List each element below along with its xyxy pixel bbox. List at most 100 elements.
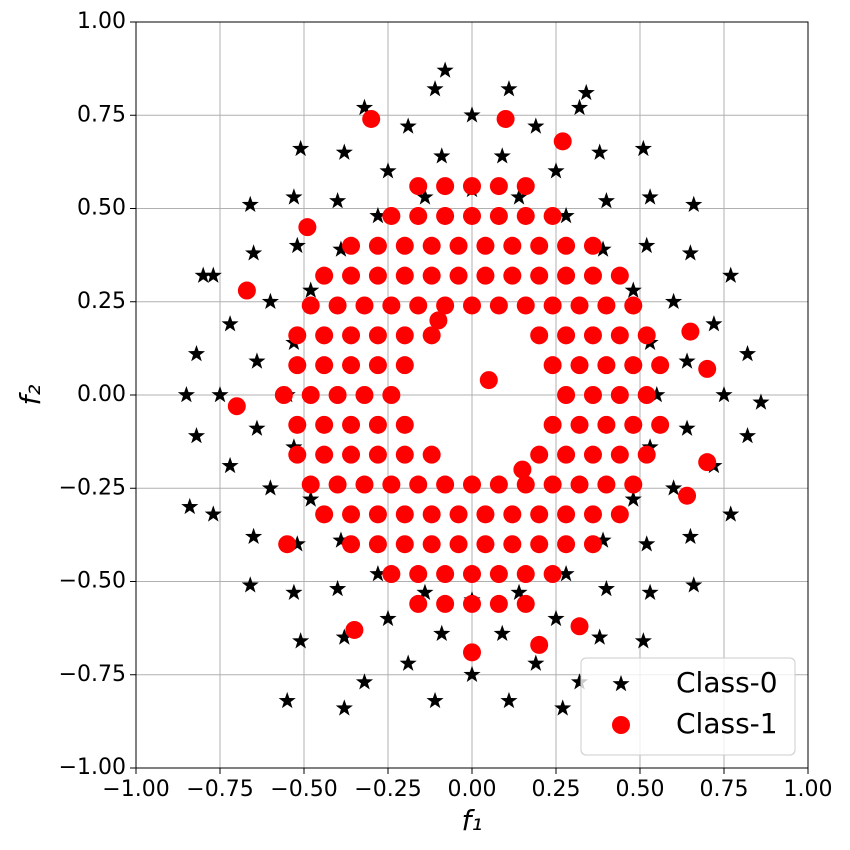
point xyxy=(463,177,481,196)
point xyxy=(181,497,199,515)
point xyxy=(382,386,401,404)
point xyxy=(681,527,699,545)
point xyxy=(382,206,401,225)
point xyxy=(315,326,334,345)
point xyxy=(527,117,545,134)
y-tick-label: −0.75 xyxy=(59,662,126,687)
point xyxy=(463,594,481,613)
point xyxy=(395,356,414,375)
point xyxy=(722,266,740,283)
point xyxy=(368,356,387,375)
point xyxy=(476,535,495,554)
point xyxy=(342,415,361,434)
point xyxy=(382,565,401,584)
point xyxy=(510,188,528,205)
legend-marker xyxy=(612,716,630,734)
point xyxy=(594,240,612,257)
point xyxy=(463,643,481,662)
point xyxy=(570,617,589,636)
point xyxy=(610,505,629,524)
y-tick-label: 0.25 xyxy=(77,289,126,314)
point xyxy=(399,117,417,134)
legend-marker xyxy=(612,675,630,692)
point xyxy=(489,206,508,225)
point xyxy=(591,628,609,645)
point xyxy=(624,281,642,298)
point xyxy=(342,236,361,255)
point xyxy=(557,535,576,554)
point xyxy=(557,386,576,404)
point xyxy=(715,386,733,403)
point xyxy=(409,475,428,494)
point xyxy=(449,505,468,524)
point xyxy=(395,505,414,524)
point xyxy=(637,326,656,345)
point xyxy=(285,188,303,205)
point xyxy=(302,281,320,298)
point xyxy=(638,236,656,254)
point xyxy=(476,266,495,285)
point xyxy=(516,475,535,494)
point xyxy=(479,371,498,390)
x-tick-label: 0.00 xyxy=(448,777,497,802)
point xyxy=(355,386,374,404)
point xyxy=(329,192,347,209)
point xyxy=(597,579,615,597)
point xyxy=(368,236,387,255)
point xyxy=(329,579,347,597)
point xyxy=(624,356,643,375)
point xyxy=(382,475,401,494)
point xyxy=(288,445,307,464)
point xyxy=(610,445,629,464)
point xyxy=(395,535,414,554)
point xyxy=(422,236,441,255)
point xyxy=(543,296,562,315)
point xyxy=(591,143,609,160)
point xyxy=(570,296,589,315)
x-tick-label: 1.00 xyxy=(784,777,833,802)
point xyxy=(315,445,334,464)
legend-box xyxy=(580,657,796,756)
point xyxy=(597,475,616,494)
point xyxy=(557,266,576,285)
point xyxy=(624,490,642,507)
point xyxy=(241,576,259,593)
point xyxy=(597,192,615,209)
point xyxy=(722,505,740,522)
y-tick-label: 1.00 xyxy=(77,9,126,34)
point xyxy=(328,296,347,315)
point xyxy=(355,296,374,315)
point xyxy=(597,356,616,375)
point xyxy=(409,565,428,584)
point xyxy=(530,635,549,654)
point xyxy=(665,292,683,310)
point xyxy=(530,505,549,524)
point xyxy=(476,505,495,524)
point xyxy=(557,326,576,345)
point xyxy=(433,147,451,164)
plot-frame xyxy=(135,21,809,769)
point xyxy=(288,356,307,375)
x-tick-label: 0.25 xyxy=(532,777,581,802)
point xyxy=(368,535,387,554)
point xyxy=(436,177,455,196)
point xyxy=(543,475,562,494)
point xyxy=(187,344,206,362)
x-tick-label: −0.25 xyxy=(354,777,421,802)
point xyxy=(489,594,508,613)
point xyxy=(752,393,770,410)
point xyxy=(449,535,468,554)
point xyxy=(227,397,246,416)
point xyxy=(557,236,576,255)
point xyxy=(624,296,643,315)
point xyxy=(245,244,263,261)
y-tick-label: 0.50 xyxy=(77,196,126,221)
point xyxy=(409,594,428,613)
point xyxy=(416,188,434,205)
point xyxy=(177,386,195,403)
point xyxy=(248,352,266,369)
point xyxy=(342,356,361,375)
point xyxy=(221,456,239,474)
point xyxy=(594,531,612,548)
point xyxy=(315,356,334,375)
